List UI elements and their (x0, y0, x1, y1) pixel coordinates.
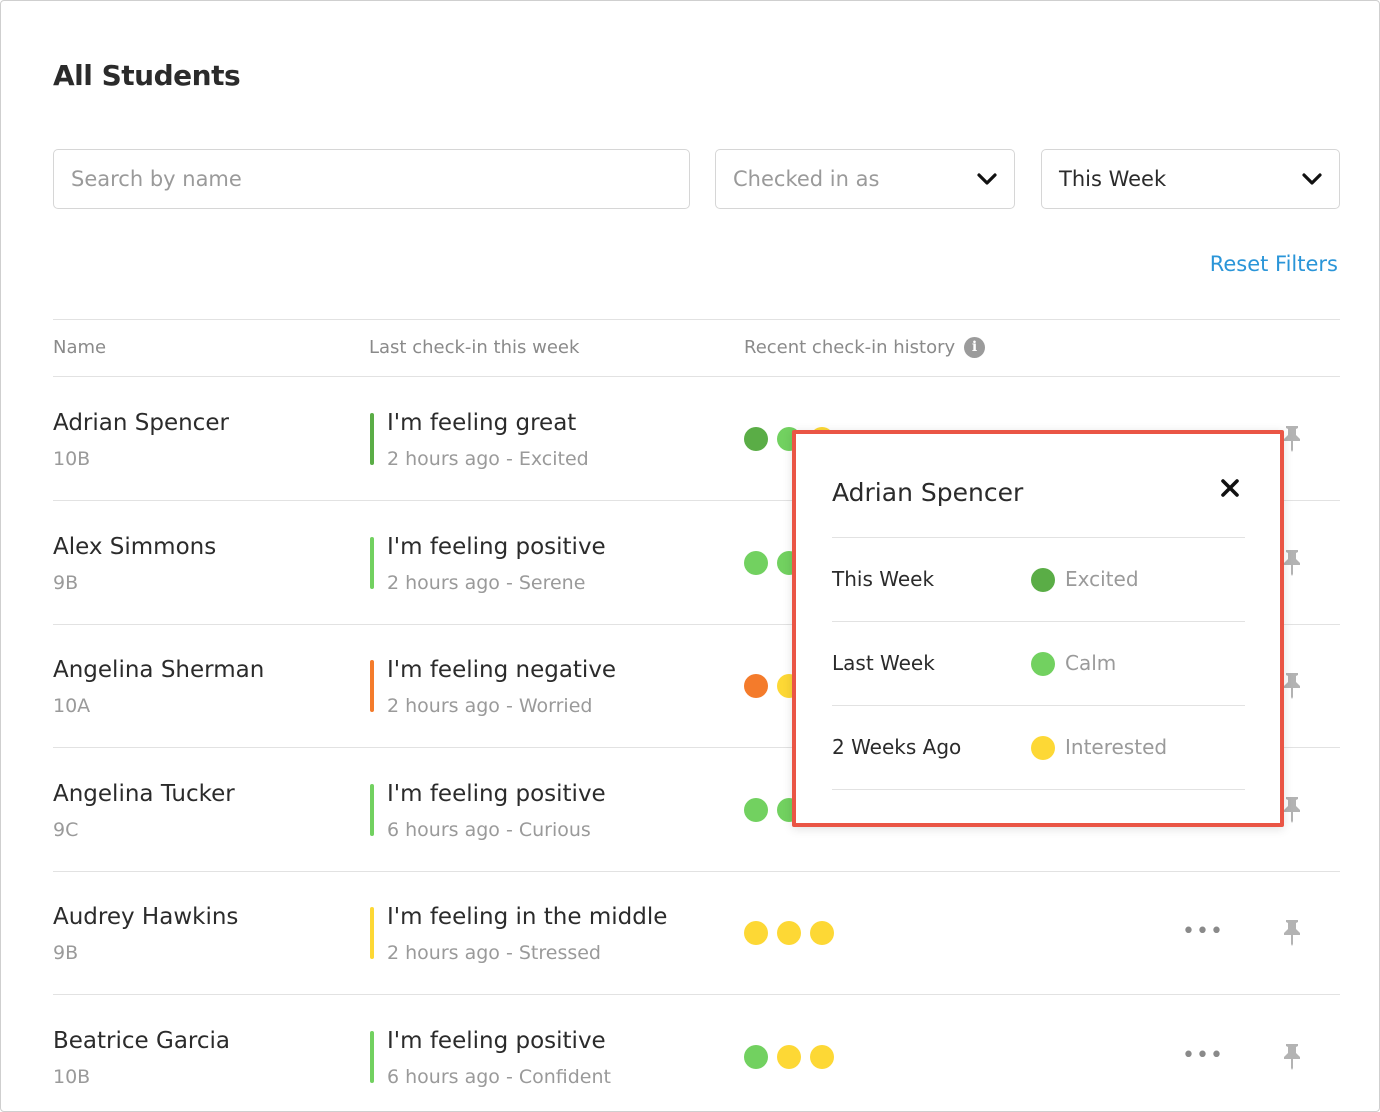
pin-icon[interactable] (1281, 918, 1303, 950)
checkin-history-popup: Adrian Spencer This Week Excited Last Week… (792, 430, 1284, 827)
checkin-dot[interactable] (744, 797, 768, 822)
last-checkin-feeling: I'm feeling in the middle (387, 904, 668, 930)
pin-icon[interactable] (1281, 671, 1303, 703)
reset-filters-link[interactable]: Reset Filters (1209, 252, 1338, 276)
divider (832, 537, 1245, 538)
student-name[interactable]: Angelina Sherman (53, 657, 265, 683)
last-checkin-detail: 2 hours ago - Serene (387, 571, 586, 594)
student-class: 10A (53, 695, 91, 717)
mood-bar (370, 536, 374, 589)
checkin-history-dots[interactable] (744, 921, 834, 945)
close-icon[interactable] (1220, 478, 1240, 502)
table-row[interactable]: Audrey Hawkins 9B I'm feeling in the mid… (1, 872, 1379, 995)
table-row[interactable]: Beatrice Garcia 10B I'm feeling positive… (1, 996, 1379, 1112)
divider (53, 319, 1340, 320)
checkin-dot[interactable] (744, 550, 768, 575)
last-checkin-feeling: I'm feeling positive (387, 533, 606, 560)
student-class: 9B (53, 571, 79, 594)
checkin-dot[interactable] (744, 427, 768, 451)
info-icon[interactable]: i (964, 337, 985, 358)
mood-bar (370, 783, 374, 836)
mood-dot (1031, 736, 1055, 760)
divider (832, 705, 1245, 706)
divider (53, 747, 1340, 748)
student-class: 9C (53, 818, 79, 841)
mood-bar (370, 907, 374, 959)
history-period-label: 2 Weeks Ago (832, 735, 962, 759)
more-options-button[interactable]: ••• (1182, 919, 1224, 944)
chevron-down-icon (1302, 172, 1322, 186)
student-name[interactable]: Beatrice Garcia (53, 1027, 230, 1054)
last-checkin-detail: 2 hours ago - Worried (387, 695, 593, 717)
divider (53, 376, 1340, 377)
chevron-down-icon (977, 172, 997, 186)
history-period-label: Last Week (832, 651, 935, 675)
checkin-dot[interactable] (810, 1044, 834, 1069)
divider (53, 500, 1340, 501)
column-header-last-checkin: Last check-in this week (369, 337, 580, 358)
column-header-history: Recent check-in history (744, 337, 956, 358)
divider (832, 789, 1245, 790)
history-mood-label: Interested (1065, 735, 1168, 759)
student-name[interactable]: Angelina Tucker (53, 780, 235, 807)
student-class: 9B (53, 942, 79, 964)
mood-dot (1031, 652, 1055, 676)
divider (832, 621, 1245, 622)
student-name[interactable]: Audrey Hawkins (53, 904, 239, 930)
period-select[interactable]: This Week (1041, 149, 1340, 209)
checkin-dot[interactable] (744, 1044, 768, 1069)
pin-icon[interactable] (1281, 548, 1303, 580)
last-checkin-feeling: I'm feeling negative (387, 657, 617, 683)
mood-bar (370, 660, 374, 712)
last-checkin-feeling: I'm feeling great (387, 410, 577, 436)
checkin-dot[interactable] (777, 921, 801, 945)
table-row[interactable]: Adrian Spencer 10B I'm feeling great 2 h… (1, 378, 1379, 501)
last-checkin-detail: 2 hours ago - Excited (387, 448, 589, 470)
last-checkin-feeling: I'm feeling positive (387, 1027, 606, 1054)
divider (53, 994, 1340, 995)
mood-bar (370, 413, 374, 465)
last-checkin-detail: 2 hours ago - Stressed (387, 942, 601, 964)
divider (53, 623, 1340, 625)
pin-icon[interactable] (1281, 1042, 1303, 1074)
mood-dot (1031, 568, 1055, 592)
more-options-button[interactable]: ••• (1182, 1042, 1224, 1068)
page-title: All Students (53, 59, 241, 92)
student-name[interactable]: Adrian Spencer (53, 410, 229, 436)
column-header-name: Name (53, 337, 107, 358)
last-checkin-feeling: I'm feeling positive (387, 780, 606, 807)
checkin-dot[interactable] (744, 921, 768, 945)
mood-bar (370, 1030, 374, 1083)
history-mood-label: Calm (1065, 651, 1117, 675)
checkin-dot[interactable] (810, 921, 834, 945)
divider (53, 870, 1340, 872)
search-input[interactable] (53, 149, 690, 209)
history-period-label: This Week (832, 567, 935, 591)
checkin-dot[interactable] (744, 674, 768, 698)
checkin-history-dots[interactable] (744, 1044, 834, 1069)
checked-in-as-value: Checked in as (733, 167, 880, 191)
history-mood-label: Excited (1065, 567, 1139, 591)
last-checkin-detail: 6 hours ago - Confident (387, 1065, 611, 1088)
pin-icon[interactable] (1281, 424, 1303, 456)
period-value: This Week (1059, 167, 1167, 191)
pin-icon[interactable] (1281, 795, 1303, 827)
student-name[interactable]: Alex Simmons (53, 533, 217, 560)
checkin-dot[interactable] (777, 1044, 801, 1069)
popup-title: Adrian Spencer (832, 478, 1024, 507)
checked-in-as-select[interactable]: Checked in as (715, 149, 1015, 209)
student-class: 10B (53, 1065, 91, 1088)
last-checkin-detail: 6 hours ago - Curious (387, 818, 591, 841)
student-class: 10B (53, 448, 91, 470)
